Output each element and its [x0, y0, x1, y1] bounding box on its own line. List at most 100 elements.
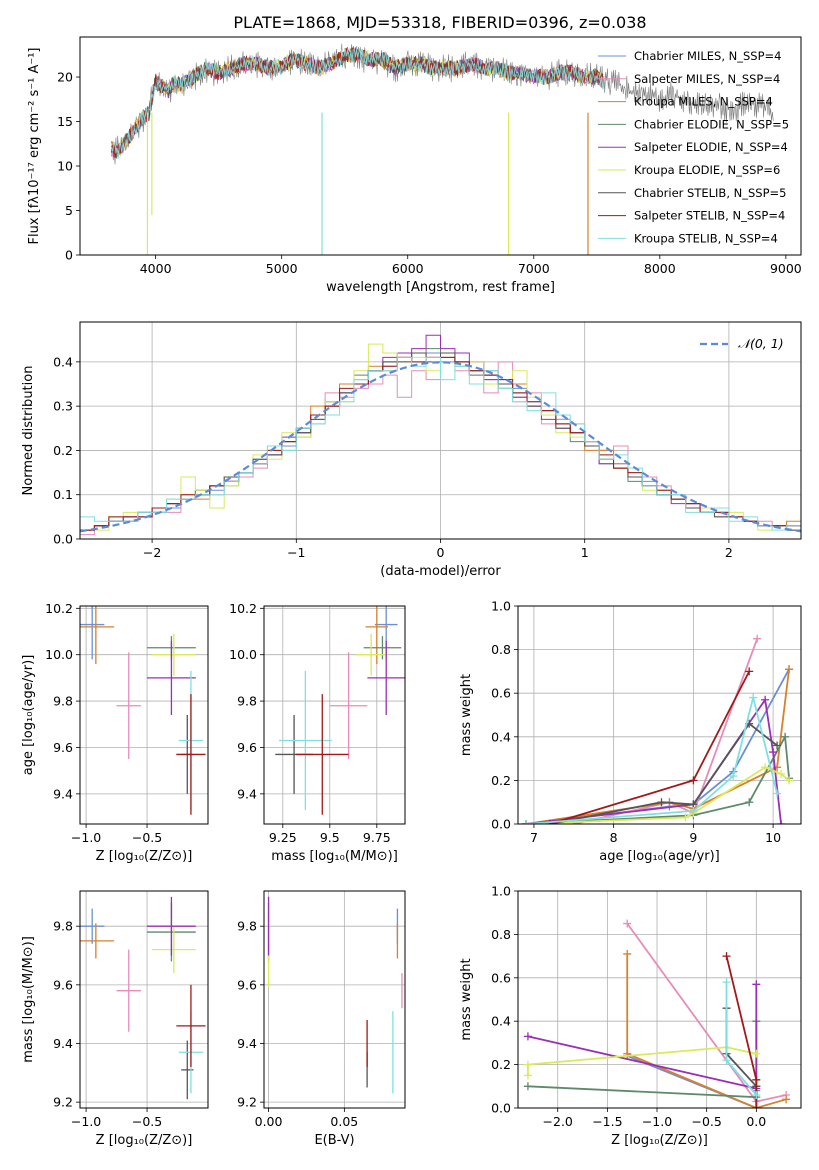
legend-entry: Salpeter ELODIE, N_SSP=4 [634, 140, 788, 154]
x-tick-label: 7 [530, 830, 538, 845]
x-tick-label: −1.0 [71, 830, 101, 845]
x-axis-label: age [log₁₀(age/yr)] [599, 849, 720, 864]
weight-series [527, 984, 758, 1108]
y-tick-label: 1.0 [491, 599, 511, 614]
legend-entry: Kroupa STELIB, N_SSP=4 [634, 231, 778, 245]
weight-marker [681, 813, 690, 822]
axes-frame [79, 36, 802, 256]
weight-marker [752, 1049, 761, 1058]
y-tick-label: 0.0 [491, 1101, 511, 1116]
weight-marker [769, 748, 778, 757]
x-tick-label: 8000 [644, 261, 676, 276]
x-tick-label: −0.5 [691, 1114, 721, 1129]
weight-marker [753, 634, 762, 643]
x-tick-label: 9.5 [320, 830, 340, 845]
plot-area [80, 896, 206, 1100]
axes-frame [517, 890, 802, 1109]
y-tick-label: 9.2 [237, 1095, 257, 1110]
legend-entry: Salpeter MILES, N_SSP=4 [634, 72, 780, 86]
y-tick-label: 0.2 [491, 773, 511, 788]
plot-area [80, 334, 801, 539]
x-tick-label: 2 [725, 545, 733, 560]
y-axis-label: Flux [fλ10⁻¹⁷ erg cm⁻² s⁻¹ A⁻¹] [27, 48, 42, 245]
y-tick-label: 0.4 [491, 729, 511, 744]
y-tick-label: 0.8 [491, 927, 511, 942]
weight-marker [523, 1082, 532, 1091]
x-axis-label: E(B-V) [314, 1133, 354, 1148]
weight_vs_Z-panel: −2.0 −1.5 −1.0 −0.5 0.0 0.0 0.2 0.4 0.6 0.8 1.0 Z [… [459, 884, 802, 1148]
x-tick-label: 0.00 [255, 1114, 283, 1129]
plot-area [521, 634, 794, 824]
plot-area [80, 606, 206, 815]
weight-marker [657, 798, 666, 807]
weight-marker [523, 1032, 532, 1041]
y-tick-label: 0.2 [53, 443, 73, 458]
age_vs_mass-panel: 9.25 9.5 9.75 9.4 9.6 9.8 10.0 10.2 mass [log₁₀(… [229, 601, 406, 864]
mass_vs_Z-panel: −1.0 −0.5 9.2 9.4 9.6 9.8 Z [log₁₀(Z/Z⊙)] mass … [21, 890, 209, 1148]
weight-marker [752, 1075, 761, 1084]
x-tick-label: 9.75 [363, 830, 391, 845]
weight-marker [689, 776, 698, 785]
weight-marker [777, 769, 786, 778]
y-tick-label: 9.6 [237, 977, 257, 992]
y-tick-label: 10.2 [45, 601, 73, 616]
weight-marker [521, 820, 530, 824]
y-tick-label: 0.2 [491, 1057, 511, 1072]
y-tick-label: 10.0 [229, 647, 257, 662]
plot-area [267, 896, 403, 1094]
gaussian-curve [80, 361, 801, 533]
x-tick-label: 8 [610, 830, 618, 845]
y-tick-label: 9.6 [53, 977, 73, 992]
weight-marker [722, 1056, 731, 1065]
weight-series [525, 766, 790, 824]
y-tick-label: 9.8 [53, 694, 73, 709]
residuals-panel: −2 −1 0 1 2 0.0 0.1 0.2 0.3 0.4 (data-model)/error… [21, 321, 802, 579]
spectrum-panel: 4000 5000 6000 7000 8000 9000 0 5 10 15 20 waveleng… [27, 36, 802, 295]
weight-marker [752, 1104, 761, 1108]
y-tick-label: 9.8 [53, 919, 73, 934]
y-tick-label: 5 [65, 203, 73, 218]
y-tick-label: 20 [57, 70, 73, 85]
plot-area [111, 43, 774, 255]
x-tick-label: −0.5 [132, 1114, 162, 1129]
weight-marker [729, 772, 738, 781]
y-tick-label: 9.6 [237, 740, 257, 755]
x-tick-label: −1.0 [642, 1114, 672, 1129]
legend-entry: 𝒩(0, 1) [738, 336, 784, 351]
y-axis-label: mass weight [459, 674, 474, 756]
weight-marker [749, 693, 758, 702]
x-tick-label: 0 [437, 545, 445, 560]
y-tick-label: 0.0 [491, 817, 511, 832]
y-tick-label: 10.2 [229, 601, 257, 616]
weight-marker [773, 741, 782, 750]
weight-marker [761, 763, 770, 772]
legend-entry: Chabrier MILES, N_SSP=4 [634, 49, 781, 63]
x-tick-label: 4000 [140, 261, 172, 276]
y-tick-label: 0.6 [491, 970, 511, 985]
y-tick-label: 0.4 [491, 1014, 511, 1029]
x-tick-label: −1.5 [592, 1114, 622, 1129]
y-tick-label: 0.8 [491, 642, 511, 657]
weight-marker [745, 667, 754, 676]
y-tick-label: 9.4 [237, 786, 257, 801]
axes-frame [263, 890, 406, 1109]
y-tick-label: 0.3 [53, 399, 73, 414]
y-tick-label: 9.6 [53, 740, 73, 755]
weight-marker [722, 952, 731, 961]
axes-frame [517, 605, 802, 825]
y-tick-label: 0.6 [491, 686, 511, 701]
weight-marker [722, 978, 731, 987]
weight-series [527, 1046, 757, 1076]
plot-area [275, 606, 405, 815]
y-tick-label: 9.2 [53, 1095, 73, 1110]
x-axis-label: Z [log₁₀(Z/Z⊙)] [611, 1133, 708, 1148]
weight-marker [773, 789, 782, 798]
y-tick-label: 0.4 [53, 354, 73, 369]
x-tick-label: 5000 [266, 261, 298, 276]
weight-marker [523, 1071, 532, 1080]
y-tick-label: 9.4 [53, 1036, 73, 1051]
x-tick-label: 10 [765, 830, 781, 845]
x-tick-label: −0.5 [132, 830, 162, 845]
x-tick-label: 9000 [770, 261, 802, 276]
